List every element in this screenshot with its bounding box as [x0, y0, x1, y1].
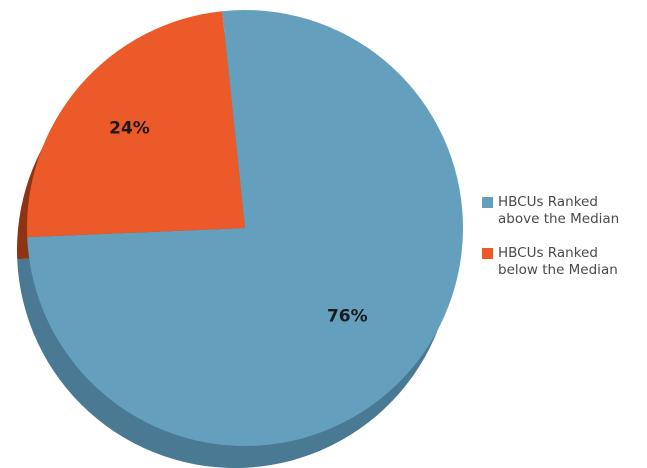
- legend-swatch-below-median: [482, 248, 493, 259]
- pie-slice-label-1: 24%: [109, 118, 150, 138]
- legend: HBCUs Ranked above the Median HBCUs Rank…: [482, 194, 642, 296]
- pie-slices: [26, 9, 463, 446]
- legend-label-above-line1: HBCUs Ranked: [498, 194, 598, 210]
- legend-label-below-line1: HBCUs Ranked: [498, 245, 598, 261]
- pie-slice-1: [26, 11, 245, 238]
- legend-label-below-line2: below the Median: [498, 262, 618, 278]
- pie-labels: 76% 24%: [109, 118, 368, 326]
- legend-label-above-line2: above the Median: [498, 211, 620, 227]
- pie-slice-0: [27, 9, 463, 446]
- legend-swatch-above-median: [482, 197, 493, 208]
- pie-slice-label-0: 76%: [327, 306, 368, 326]
- legend-item-below-median: HBCUs Ranked below the Median: [482, 245, 642, 279]
- legend-item-above-median: HBCUs Ranked above the Median: [482, 194, 642, 228]
